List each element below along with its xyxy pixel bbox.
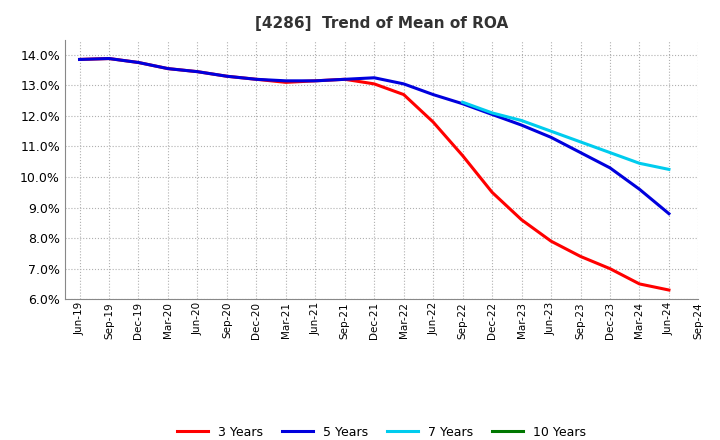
Title: [4286]  Trend of Mean of ROA: [4286] Trend of Mean of ROA: [255, 16, 508, 32]
Legend: 3 Years, 5 Years, 7 Years, 10 Years: 3 Years, 5 Years, 7 Years, 10 Years: [172, 421, 591, 440]
